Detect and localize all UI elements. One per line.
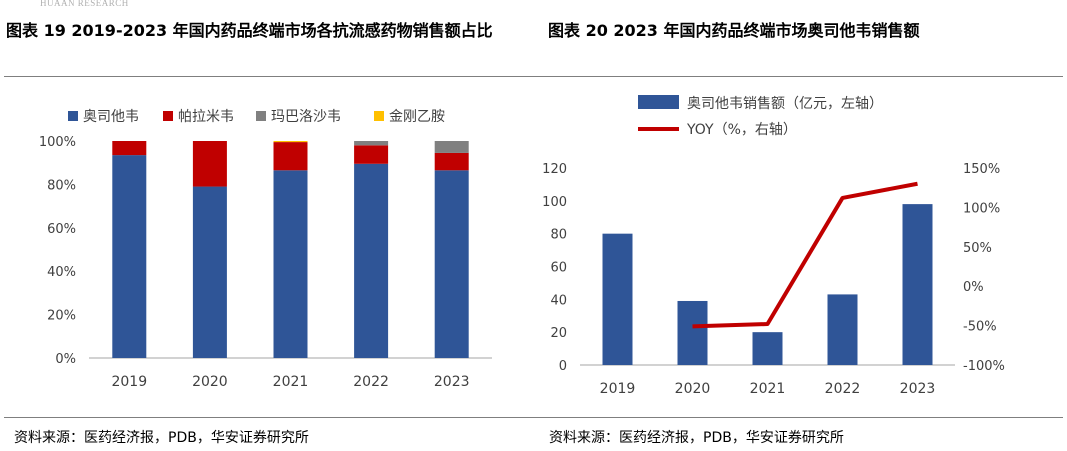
y-tick-label-left-0: 0% (55, 352, 76, 367)
y-tick-label-right-chart-right-5: 150% (963, 162, 1000, 177)
legend-swatch-2 (256, 111, 266, 121)
x-tick-label-left-4: 2023 (434, 374, 470, 390)
bar-2021-series-0 (273, 170, 308, 358)
legend-label-bar: 奥司他韦销售额（亿元，左轴） (687, 95, 883, 112)
bar-2022-series-1 (354, 145, 389, 164)
legend-label-line: YOY（%，右轴） (686, 122, 797, 138)
bar-sales-2019 (602, 233, 633, 365)
x-tick-label-right-4: 2023 (900, 381, 936, 397)
bar-2020-series-0 (192, 186, 227, 358)
bar-sales-2020 (677, 300, 708, 365)
x-tick-label-right-3: 2022 (825, 381, 861, 397)
y-tick-label-right-chart-right-3: 50% (963, 241, 992, 256)
x-tick-label-right-2: 2021 (750, 381, 786, 397)
y-tick-label-left-2: 40% (47, 265, 76, 280)
bar-2023-series-1 (434, 152, 469, 171)
bar-sales-2022 (827, 294, 858, 365)
bar-2021-series-3 (273, 141, 308, 143)
yoy-line (692, 181, 918, 329)
legend-swatch-bar (638, 95, 679, 109)
x-tick-label-left-1: 2020 (192, 374, 228, 390)
left-source-note: 资料来源：医药经济报，PDB，华安证券研究所 (14, 430, 309, 446)
y-tick-label-left-4: 80% (47, 178, 76, 193)
legend-label-2: 玛巴洛沙韦 (271, 109, 341, 125)
x-tick-label-left-2: 2021 (273, 374, 309, 390)
bar-2023-series-2 (434, 141, 469, 153)
y-tick-label-right-chart-left-1: 20 (550, 326, 567, 341)
y-tick-label-left-1: 20% (47, 309, 76, 324)
bar-2022-series-2 (354, 141, 389, 146)
y-tick-label-right-chart-left-4: 80 (550, 228, 567, 243)
x-tick-label-right-0: 2019 (600, 381, 636, 397)
bar-2020-series-1 (192, 141, 227, 187)
y-tick-label-right-chart-left-3: 60 (550, 261, 567, 276)
bar-sales-2023 (902, 204, 933, 365)
y-tick-label-right-chart-right-2: 0% (963, 280, 984, 295)
y-tick-label-right-chart-left-2: 40 (550, 293, 567, 308)
y-tick-label-right-chart-left-6: 120 (542, 162, 567, 177)
bottom-divider (4, 417, 1063, 418)
left-figure-title: 图表 19 2019-2023 年国内药品终端市场各抗流感药物销售额占比 (6, 21, 493, 40)
legend-label-1: 帕拉米韦 (178, 109, 234, 125)
y-tick-label-right-chart-left-5: 100 (542, 195, 567, 210)
bar-2023-series-0 (434, 170, 469, 358)
legend-label-3: 金刚乙胺 (389, 109, 445, 125)
legend-swatch-3 (374, 111, 384, 121)
y-tick-label-left-3: 60% (47, 222, 76, 237)
y-tick-label-right-chart-right-1: -50% (963, 320, 997, 335)
bar-sales-2021 (752, 332, 783, 365)
bar-2022-series-0 (354, 163, 389, 358)
legend-label-0: 奥司他韦 (83, 108, 139, 125)
watermark-text: HUAAN RESEARCH (40, 0, 129, 8)
y-tick-label-left-5: 100% (39, 135, 76, 150)
bar-2021-series-1 (273, 142, 308, 171)
y-tick-label-right-chart-right-4: 100% (963, 201, 1000, 216)
bar-2019-series-1 (112, 141, 147, 156)
top-divider (4, 76, 1063, 77)
legend-swatch-1 (163, 111, 173, 121)
right-source-note: 资料来源：医药经济报，PDB，华安证券研究所 (549, 430, 844, 446)
bar-2019-series-0 (112, 155, 147, 358)
x-tick-label-left-0: 2019 (111, 374, 147, 390)
y-tick-label-right-chart-right-0: -100% (963, 359, 1005, 374)
x-tick-label-left-3: 2022 (353, 374, 389, 390)
y-tick-label-right-chart-left-0: 0 (559, 359, 567, 374)
x-tick-label-right-1: 2020 (675, 381, 711, 397)
right-figure-title: 图表 20 2023 年国内药品终端市场奥司他韦销售额 (548, 21, 920, 40)
legend-swatch-0 (68, 111, 78, 121)
